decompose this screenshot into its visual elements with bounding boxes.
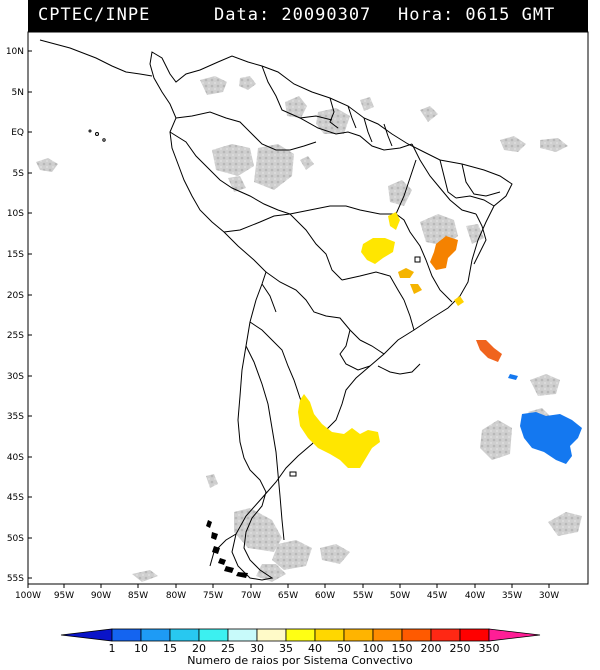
lat-label: 5S (13, 169, 25, 179)
storm-gold-a (398, 268, 414, 278)
storm-yellow-goias (388, 212, 400, 230)
lon-label: 70W (241, 591, 261, 601)
time-label: Hora: 0615 GMT (398, 5, 556, 25)
lat-label: 25S (7, 331, 24, 341)
lon-label: 95W (54, 591, 74, 601)
lat-axis: 10N 5N EQ 5S 10S 15S 20S 25S 30S 35S 40S… (6, 47, 32, 584)
lon-label: 75W (203, 591, 223, 601)
lon-label: 90W (91, 591, 111, 601)
colorbar-cell (343, 628, 374, 642)
colorbar-label: 30 (250, 642, 264, 655)
colorbar-cell (314, 628, 345, 642)
colorbar-label: 150 (392, 642, 413, 655)
lat-label: 10S (7, 209, 24, 219)
lon-label: 40W (465, 591, 485, 601)
colorbar-cell (169, 628, 200, 642)
lon-label: 30W (539, 591, 559, 601)
colorbar-label: 10 (134, 642, 148, 655)
lat-label: EQ (11, 128, 24, 138)
map-header: CPTEC/INPE Data: 20090307 Hora: 0615 GMT (28, 0, 588, 32)
source-label: CPTEC/INPE (38, 5, 151, 25)
colorbar-cell (111, 628, 142, 642)
colorbar-label: 200 (421, 642, 442, 655)
colorbar-label: 350 (479, 642, 500, 655)
lat-label: 5N (12, 88, 24, 98)
country-borders (39, 39, 513, 581)
colorbar-cell (60, 628, 113, 642)
lat-label: 15S (7, 250, 24, 260)
colorbar-title: Numero de raios por Sistema Convectivo (187, 654, 413, 667)
colorbar-label: 1 (109, 642, 116, 655)
storm-gold-b (410, 284, 422, 294)
lat-label: 55S (7, 574, 24, 584)
lon-label: 80W (166, 591, 186, 601)
colorbar-cell (285, 628, 316, 642)
lat-label: 20S (7, 291, 24, 301)
lat-label: 30S (7, 372, 24, 382)
colorbar-cell (459, 628, 490, 642)
lat-label: 10N (6, 47, 24, 57)
lat-label: 50S (7, 534, 24, 544)
south-america-outline (149, 51, 513, 581)
lat-label: 35S (7, 412, 24, 422)
storm-blue-atlantic (520, 412, 582, 464)
storm-deep-orange-atlantic (476, 340, 502, 362)
lat-label: 45S (7, 493, 24, 503)
colorbar-label: 100 (363, 642, 384, 655)
colorbar-cell (256, 628, 287, 642)
central-america (39, 39, 153, 77)
lon-label: 60W (315, 591, 335, 601)
islands (88, 129, 421, 477)
lat-label: 40S (7, 453, 24, 463)
colorbar-label: 15 (163, 642, 177, 655)
map-frame (27, 31, 589, 585)
storm-yellow-mato-grosso (361, 238, 395, 264)
colorbar-label: 40 (308, 642, 322, 655)
lon-label: 65W (278, 591, 298, 601)
colorbar: 1 10 15 20 25 30 35 40 50 100 150 200 250 350 (60, 628, 541, 655)
colorbar-cell (198, 628, 229, 642)
colorbar-label: 250 (450, 642, 471, 655)
lon-label: 55W (353, 591, 373, 601)
colorbar-cell (430, 628, 461, 642)
storm-blue-small (508, 374, 518, 380)
colorbar-label: 25 (221, 642, 235, 655)
storm-orange-minas (430, 236, 458, 270)
date-label: Data: 20090307 (214, 5, 372, 25)
lon-label: 35W (502, 591, 522, 601)
colorbar-cell (401, 628, 432, 642)
storm-yellow-argentina (298, 394, 380, 468)
colorbar-cell (227, 628, 258, 642)
lon-label: 50W (390, 591, 410, 601)
convective-systems (298, 212, 582, 468)
lon-label: 85W (128, 591, 148, 601)
lon-label: 45W (427, 591, 447, 601)
storm-gold-rio (454, 296, 464, 306)
colorbar-cell (140, 628, 171, 642)
colorbar-label: 35 (279, 642, 293, 655)
colorbar-cell (488, 628, 541, 642)
colorbar-label: 20 (192, 642, 206, 655)
chile-fjords (206, 520, 248, 578)
cloud-cover (36, 76, 582, 582)
colorbar-cell (372, 628, 403, 642)
lon-label: 100W (15, 591, 41, 601)
lon-axis: 100W 95W 90W 85W 80W 75W 70W 65W 60W 55W… (15, 584, 559, 601)
colorbar-label: 50 (337, 642, 351, 655)
